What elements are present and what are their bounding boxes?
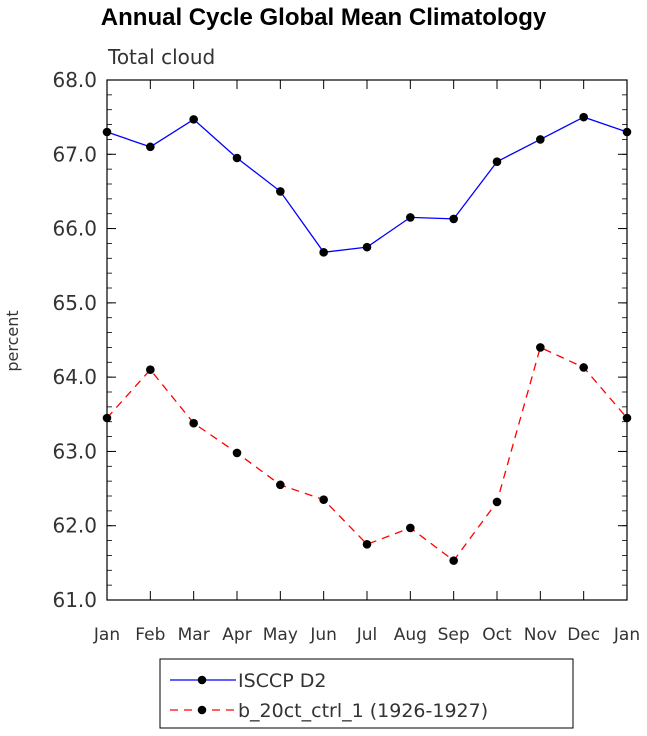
- data-point: [536, 343, 545, 352]
- y-tick-label: 65.0: [52, 291, 97, 315]
- x-tick-label: Feb: [135, 625, 165, 645]
- x-tick-label: Oct: [482, 625, 512, 645]
- data-point: [622, 127, 632, 137]
- data-point: [362, 242, 372, 252]
- x-tick-label: Jun: [309, 625, 337, 645]
- data-point: [102, 127, 112, 137]
- x-tick-label: Aug: [394, 625, 427, 645]
- x-tick-label: Jul: [356, 625, 378, 645]
- x-tick-label: Apr: [222, 625, 251, 645]
- y-axis-label: percent: [3, 310, 22, 371]
- x-tick-label: Jan: [613, 625, 640, 645]
- legend-marker: [197, 675, 207, 685]
- data-point: [319, 495, 328, 505]
- data-point: [449, 214, 458, 224]
- y-tick-label: 63.0: [52, 439, 97, 463]
- data-point: [536, 135, 545, 144]
- legend-marker: [197, 705, 207, 715]
- legend-box: [159, 658, 574, 729]
- data-point: [189, 115, 198, 124]
- data-point: [579, 363, 588, 372]
- y-tick-labels: 61.0 62.0 63.0 64.0 65.0 66.0 67.0 68.0: [52, 68, 97, 612]
- data-point: [579, 112, 588, 122]
- data-point: [406, 523, 415, 533]
- data-point: [492, 497, 502, 507]
- x-tick-labels: Jan Feb Mar Apr May Jun Jul Aug Sep Oct Nov Dec Jan: [93, 625, 640, 645]
- data-point: [276, 187, 285, 196]
- data-point: [232, 153, 242, 163]
- series-line-0: [106, 116, 628, 253]
- chart-title: Annual Cycle Global Mean Climatology: [100, 4, 547, 31]
- data-point: [146, 142, 155, 152]
- x-tick-label: May: [263, 625, 298, 645]
- y-tick-label: 66.0: [52, 217, 97, 241]
- legend-label: ISCCP D2: [238, 670, 326, 692]
- data-point: [232, 448, 242, 458]
- data-point: [406, 213, 415, 222]
- data-point: [492, 157, 502, 167]
- y-tick-label: 62.0: [52, 514, 97, 538]
- plot-frame: [106, 79, 628, 601]
- data-point: [449, 556, 458, 565]
- data-point: [362, 539, 372, 549]
- x-tick-label: Dec: [567, 625, 600, 645]
- y-tick-label: 68.0: [52, 68, 97, 92]
- series-line-1: [106, 346, 628, 562]
- data-point: [146, 365, 155, 375]
- data-point: [622, 413, 632, 423]
- x-tick-label: Jan: [93, 625, 120, 645]
- legend: ISCCP D2 b_20ct_ctrl_1 (1926-1927): [159, 658, 574, 729]
- x-tick-label: Mar: [178, 625, 210, 645]
- data-point: [276, 480, 285, 490]
- series-lines: [102, 112, 632, 565]
- data-point: [319, 248, 328, 257]
- y-tick-label: 61.0: [52, 588, 97, 612]
- legend-label: b_20ct_ctrl_1 (1926-1927): [238, 700, 488, 722]
- axis-ticks: [106, 79, 628, 601]
- x-tick-label: Nov: [524, 625, 557, 645]
- x-tick-label: Sep: [438, 625, 470, 645]
- y-tick-label: 67.0: [52, 142, 97, 166]
- data-point: [189, 418, 198, 428]
- data-point: [102, 413, 112, 423]
- chart-subtitle: Total cloud: [107, 45, 215, 69]
- y-tick-label: 64.0: [52, 365, 97, 389]
